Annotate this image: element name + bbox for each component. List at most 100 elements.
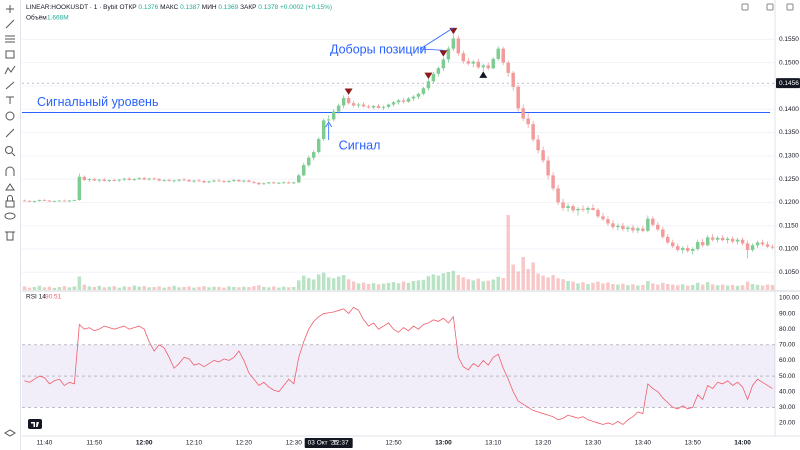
volume-bar (57, 287, 62, 290)
volume-bar (451, 270, 456, 290)
candle-body (361, 104, 366, 107)
volume-bar (182, 287, 186, 290)
volume-bar (611, 284, 615, 290)
volume-bar (740, 285, 745, 290)
candle-body (566, 206, 570, 209)
volume-bar (67, 287, 72, 290)
candle-body (222, 180, 226, 182)
x-tick-label: 13:40 (635, 440, 652, 447)
candle-body (556, 188, 560, 203)
volume-bar (601, 283, 605, 290)
candle-body (92, 179, 97, 181)
settings-button[interactable] (741, 3, 749, 11)
volume-bar (212, 286, 216, 290)
trend-line-tool[interactable] (5, 19, 15, 29)
volume-bar (581, 282, 585, 290)
rsi-tick-label: 40.00 (779, 388, 796, 395)
ohlc-name: ОТКР (119, 4, 136, 11)
maximize-button[interactable] (766, 3, 774, 11)
stay-drawing-tool[interactable] (5, 183, 15, 191)
volume-bar (22, 286, 27, 290)
candle-body (277, 182, 281, 184)
volume-bar (157, 286, 161, 290)
candle-body (671, 242, 675, 247)
volume-bar (62, 286, 67, 290)
volume-bar (302, 275, 306, 290)
candle-body (685, 248, 690, 251)
fullscreen-button[interactable] (786, 3, 794, 11)
volume-bar (27, 287, 32, 290)
x-tick-label: 12:30 (286, 440, 303, 447)
candle-body (551, 175, 555, 189)
rsi-tick-label: 30.00 (779, 404, 796, 411)
y-tick-label: 0.1200 (779, 199, 799, 206)
candle-body (646, 218, 650, 231)
candle-body (72, 200, 77, 201)
fib-tool[interactable] (5, 35, 15, 43)
trade-marker (424, 72, 433, 80)
candle-body (720, 237, 725, 241)
candle-body (760, 242, 765, 245)
hide-tool[interactable] (4, 212, 16, 220)
candle-body (476, 61, 481, 68)
volume-bar (351, 281, 356, 290)
x-tick-label: 11:50 (86, 440, 102, 447)
brush-tool[interactable] (5, 81, 15, 90)
candle-body (182, 179, 186, 181)
candle-body (586, 208, 590, 210)
volume-bar (197, 287, 201, 290)
candle-body (192, 180, 196, 182)
candle-body (117, 179, 121, 181)
candle-body (531, 124, 535, 140)
candle-body (202, 180, 206, 183)
price-label-box (776, 78, 800, 89)
volume-bar (685, 285, 690, 290)
window-controls (741, 3, 794, 11)
delete-tool[interactable] (5, 231, 15, 241)
layers-tool[interactable] (4, 429, 16, 437)
candle-body (521, 108, 525, 119)
volume-bar (730, 284, 735, 290)
crosshair-tool[interactable] (6, 5, 14, 13)
candle-body (431, 73, 436, 82)
candle-body (142, 178, 146, 180)
magnet-tool[interactable] (5, 166, 15, 176)
emoji-tool[interactable] (5, 111, 15, 121)
volume-bar (541, 275, 545, 290)
volume-bar (321, 272, 326, 290)
candle-body (177, 179, 181, 181)
volume-bar (87, 286, 92, 290)
volume-bar (426, 276, 431, 290)
entries-annotation: Доборы позиции (330, 42, 427, 56)
volume-bar (511, 264, 515, 290)
candle-body (207, 181, 211, 183)
pattern-tool[interactable] (4, 65, 16, 75)
candle-body (710, 237, 715, 240)
volume-bar (72, 286, 77, 290)
volume-bar (421, 279, 426, 290)
candle-body (152, 178, 156, 180)
volume-bar (82, 284, 87, 290)
volume-bar (745, 281, 750, 290)
candle-body (411, 96, 416, 99)
candle-body (77, 176, 82, 201)
volume-bar (272, 286, 276, 290)
candle-body (212, 180, 216, 182)
volume-bar (92, 287, 97, 290)
channel-tool[interactable] (5, 50, 15, 59)
lock-tool[interactable] (5, 195, 15, 208)
volume-bar (666, 284, 670, 290)
candle-body (341, 98, 346, 106)
volume-bar (715, 285, 720, 290)
text-tool[interactable] (6, 96, 14, 104)
volume-bar (227, 286, 231, 290)
ohlc-value: 0.1376 (138, 4, 158, 11)
candle-body (376, 105, 381, 108)
candle-body (122, 178, 126, 180)
zoom-tool[interactable] (5, 146, 16, 157)
crosshair-date: 03 Окт '25 (308, 440, 339, 447)
volume-bar (102, 287, 107, 290)
volume-bar (242, 286, 246, 290)
volume-bar (257, 285, 261, 290)
ruler-tool[interactable] (5, 128, 15, 138)
